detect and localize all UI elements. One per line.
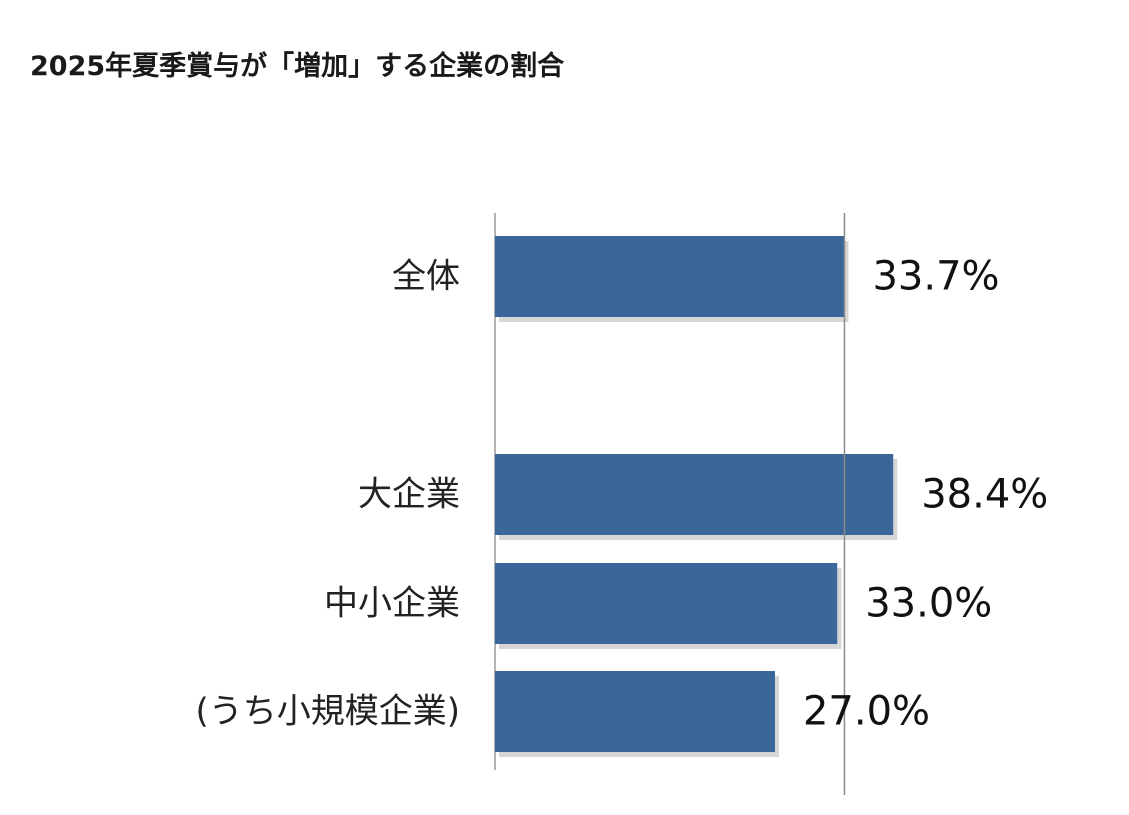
bars-layer (495, 236, 898, 757)
category-label: 全体 (392, 257, 460, 297)
data-label: 38.4% (921, 472, 1048, 518)
bar (495, 236, 845, 317)
data-label: 33.0% (865, 581, 992, 627)
data-label: 27.0% (803, 689, 930, 735)
data-label: 33.7% (872, 254, 999, 300)
category-label: (うち小規模企業) (195, 692, 460, 732)
category-label: 大企業 (358, 475, 460, 515)
labels-layer: 全体 33.7% 大企業 38.4% 中小企業 33.0% (うち小規模企業) 27.0% (195, 254, 1048, 735)
bar (495, 563, 838, 644)
category-label: 中小企業 (324, 584, 460, 624)
bar (495, 671, 775, 752)
bar (495, 454, 894, 535)
page-title: 2025年夏季賞与が「増加」する企業の割合 (30, 51, 565, 82)
